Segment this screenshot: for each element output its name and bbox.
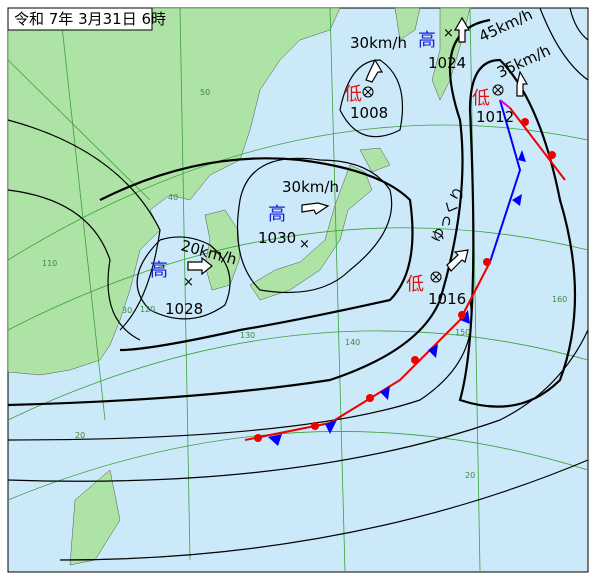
grid-label: 20 <box>465 471 475 480</box>
pressure: 1008 <box>350 104 388 122</box>
grid-label: 160 <box>552 295 567 304</box>
isobars <box>7 7 589 561</box>
grid-labels: 50 40 30 20 140 150 160 130 120 110 20 <box>42 88 567 480</box>
grid-label: 50 <box>200 88 210 97</box>
motion: 30km/h <box>282 178 339 196</box>
title: 令和 7年 3月31日 6時 <box>14 10 166 28</box>
pressure: 1016 <box>428 290 466 308</box>
center-marker-x <box>364 88 372 96</box>
grid-label: 140 <box>345 338 360 347</box>
center-x: × <box>299 237 310 252</box>
grid-label: 120 <box>140 305 155 314</box>
motion-arrows <box>187 16 529 276</box>
center-marker <box>492 84 504 96</box>
system-symbol: 高 <box>418 30 436 51</box>
fronts <box>244 99 566 446</box>
pressure: 1028 <box>165 300 203 318</box>
pressure: 1024 <box>428 54 466 72</box>
center-x: × <box>183 275 194 290</box>
center-x: × <box>443 26 454 41</box>
pressure: 1012 <box>476 108 514 126</box>
center-marker <box>362 86 374 98</box>
grid-label: 130 <box>240 331 255 340</box>
center-marker-x <box>494 86 502 94</box>
grid <box>7 7 589 573</box>
system-symbol: 高 <box>150 260 168 281</box>
center-marker-x <box>432 273 440 281</box>
center-marker <box>430 271 442 283</box>
system-symbol: 低 <box>406 274 424 295</box>
system-symbol: 高 <box>268 204 286 225</box>
grid-label: 20 <box>75 431 85 440</box>
pressure: 1030 <box>258 229 296 247</box>
title-box <box>7 7 153 31</box>
grid-label: 110 <box>42 259 57 268</box>
system-symbol: 低 <box>344 84 362 105</box>
motion: 30km/h <box>350 34 407 52</box>
grid-label: 40 <box>168 193 178 202</box>
grid-label: 30 <box>122 306 132 315</box>
grid-label: 150 <box>455 328 470 337</box>
system-symbol: 低 <box>472 88 490 109</box>
